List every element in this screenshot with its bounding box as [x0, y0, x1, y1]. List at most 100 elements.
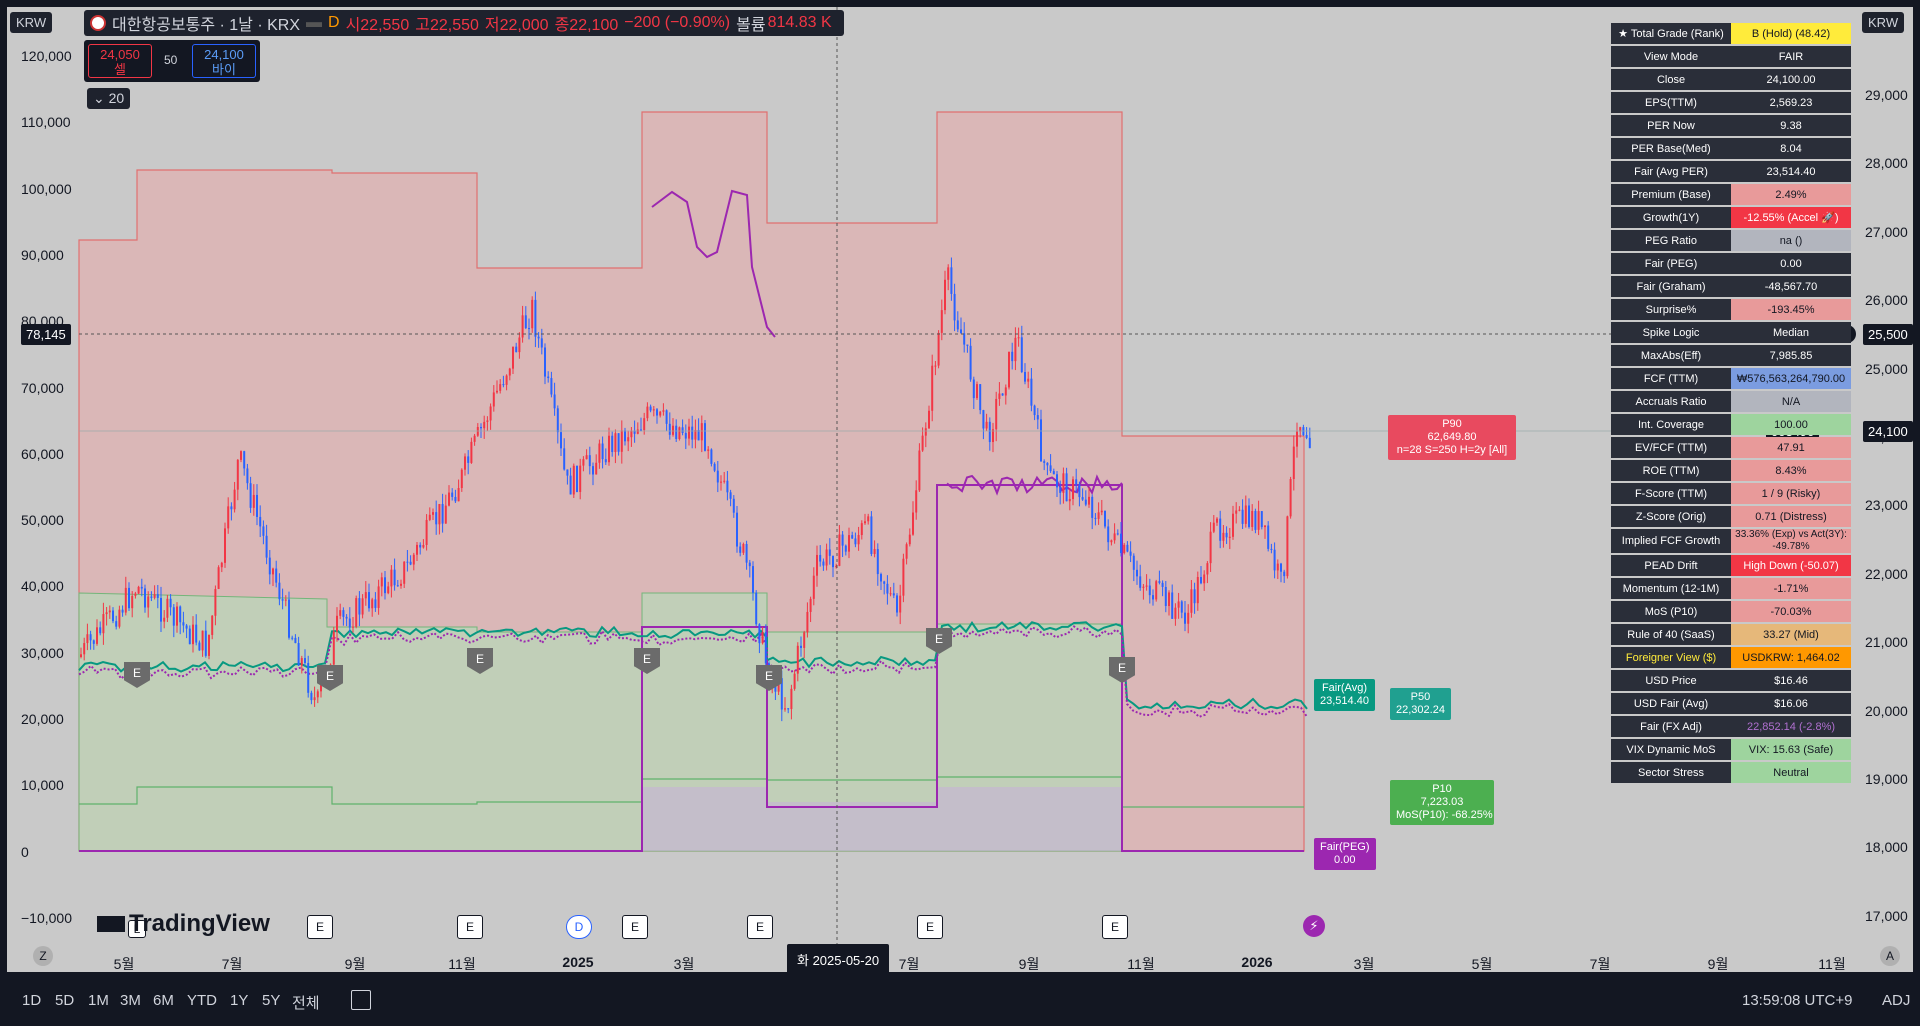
candle-body — [1052, 471, 1055, 475]
symbol-name[interactable]: 대한항공보통주 · 1날 · KRX — [112, 17, 300, 34]
buy-button[interactable]: 24,100 바이 — [192, 44, 256, 78]
earnings-event-marker[interactable]: E — [917, 915, 943, 939]
candle-body — [953, 293, 956, 321]
metric-value: Median — [1731, 322, 1851, 343]
candle-body — [300, 658, 303, 666]
chart-area[interactable]: 120,000 110,000 100,000 90,000 80,000 70,000 6… — [7, 7, 1913, 972]
left-currency-badge[interactable]: KRW — [10, 12, 53, 33]
earnings-event-marker[interactable]: E — [307, 915, 333, 939]
adj-toggle[interactable]: ADJ — [1882, 992, 1911, 1009]
candle-body — [1056, 474, 1058, 488]
metric-label: FCF (TTM) — [1611, 368, 1731, 389]
candle-body — [1014, 337, 1017, 362]
timeframe-button[interactable]: 1Y — [230, 992, 249, 1009]
candle-body — [268, 557, 271, 575]
candle-body — [576, 465, 578, 492]
dividend-event-marker[interactable]: D — [566, 915, 592, 939]
candle-body — [828, 549, 831, 556]
candle-body — [393, 569, 396, 586]
timeframe-button[interactable]: 6M — [153, 992, 174, 1009]
candle-body — [886, 583, 889, 594]
candle-body — [406, 561, 409, 563]
left-axis-tick: 0 — [21, 843, 29, 860]
candle-body — [1011, 351, 1014, 362]
table-row: ★ Total Grade (Rank) B (Hold) (48.42) — [1611, 23, 1851, 44]
last-price-value: 24,100 — [1863, 421, 1913, 442]
earnings-event-marker[interactable]: E — [457, 915, 483, 939]
candle-body — [1308, 437, 1311, 449]
fair-avg-line — [78, 621, 1308, 710]
candle-body — [425, 519, 428, 545]
candle-body — [784, 708, 786, 710]
change-value: −200 (−0.90%) — [624, 14, 731, 31]
table-row: VIX Dynamic MoS VIX: 15.63 (Safe) — [1611, 739, 1851, 760]
metric-value: 2,569.23 — [1731, 92, 1851, 113]
metric-value: USDKRW: 1,464.02 — [1731, 647, 1851, 668]
timeframe-button[interactable]: 3M — [120, 992, 141, 1009]
candle-body — [1024, 371, 1026, 382]
candle-body — [134, 593, 137, 596]
right-currency-badge[interactable]: KRW — [1862, 12, 1905, 33]
timeframe-button[interactable]: 1D — [22, 992, 42, 1009]
candle-body — [704, 423, 706, 451]
metric-value: -12.55% (Accel 🚀) — [1731, 207, 1851, 228]
timeframe-button[interactable]: 전체 — [292, 995, 320, 1012]
candle-body — [585, 455, 588, 460]
time-axis-tick: 11월 — [1818, 956, 1846, 972]
candle-body — [694, 430, 697, 440]
time-axis-tick: 9월 — [1018, 956, 1040, 972]
metric-value: N/A — [1731, 391, 1851, 412]
candle-body — [748, 562, 751, 567]
candle-body — [492, 392, 495, 407]
right-axis-tick: 25,000 — [1865, 360, 1908, 377]
candle-body — [1049, 465, 1052, 472]
timeframe-button[interactable]: 5D — [55, 992, 75, 1009]
candle-body — [246, 468, 249, 484]
timeframe-button[interactable]: 1M — [88, 992, 109, 1009]
earnings-event-marker[interactable]: E — [1102, 915, 1128, 939]
candle-body — [364, 592, 367, 599]
candle-body — [956, 320, 959, 330]
candle-body — [1174, 607, 1177, 619]
candle-body — [1219, 518, 1222, 541]
candle-body — [681, 427, 684, 433]
candle-body — [1020, 337, 1023, 372]
timeframe-button[interactable]: YTD — [187, 992, 217, 1009]
auto-a-button[interactable]: A — [1880, 946, 1900, 966]
sell-price: 24,050 — [100, 47, 140, 62]
candle-body — [1292, 446, 1295, 480]
candle-body — [176, 606, 178, 626]
candle-body — [1222, 532, 1225, 541]
earnings-event-marker[interactable]: E — [622, 915, 648, 939]
date-range-icon[interactable] — [351, 990, 371, 1010]
timeframe-button[interactable]: 5Y — [262, 992, 281, 1009]
candle-body — [441, 503, 444, 524]
earnings-event-marker[interactable]: E — [747, 915, 773, 939]
candle-body — [659, 411, 662, 416]
clock[interactable]: 13:59:08 UTC+9 — [1742, 992, 1853, 1009]
price-chart[interactable] — [7, 7, 1913, 972]
candle-body — [348, 618, 351, 628]
candle-body — [924, 428, 927, 436]
sell-button[interactable]: 24,050 셀 — [88, 44, 152, 78]
candle-body — [313, 697, 316, 701]
metric-label: Momentum (12-1M) — [1611, 578, 1731, 599]
zoom-z-button[interactable]: Z — [33, 946, 53, 966]
table-row: PEG Ratio na () — [1611, 230, 1851, 251]
candle-body — [867, 516, 870, 522]
candle-body — [409, 561, 412, 565]
indicator-collapse-button[interactable]: ⌄ 20 — [87, 88, 131, 109]
candle-body — [403, 561, 406, 584]
candle-body — [611, 435, 614, 453]
right-axis-tick: 17,000 — [1865, 907, 1908, 924]
right-axis-tick: 20,000 — [1865, 702, 1908, 719]
symbol-header[interactable]: 대한항공보통주 · 1날 · KRX ▬ D 시22,550 고22,550 저… — [84, 10, 844, 36]
table-row: MoS (P10) -70.03% — [1611, 601, 1851, 622]
open-value: 시22,550 — [345, 17, 410, 34]
metric-label: Premium (Base) — [1611, 184, 1731, 205]
candle-body — [252, 494, 255, 508]
candle-body — [726, 480, 729, 493]
lightning-event-icon[interactable]: ⚡ — [1303, 915, 1325, 937]
metric-value: 47.91 — [1731, 437, 1851, 458]
split-event-marker[interactable]: L — [128, 920, 146, 938]
